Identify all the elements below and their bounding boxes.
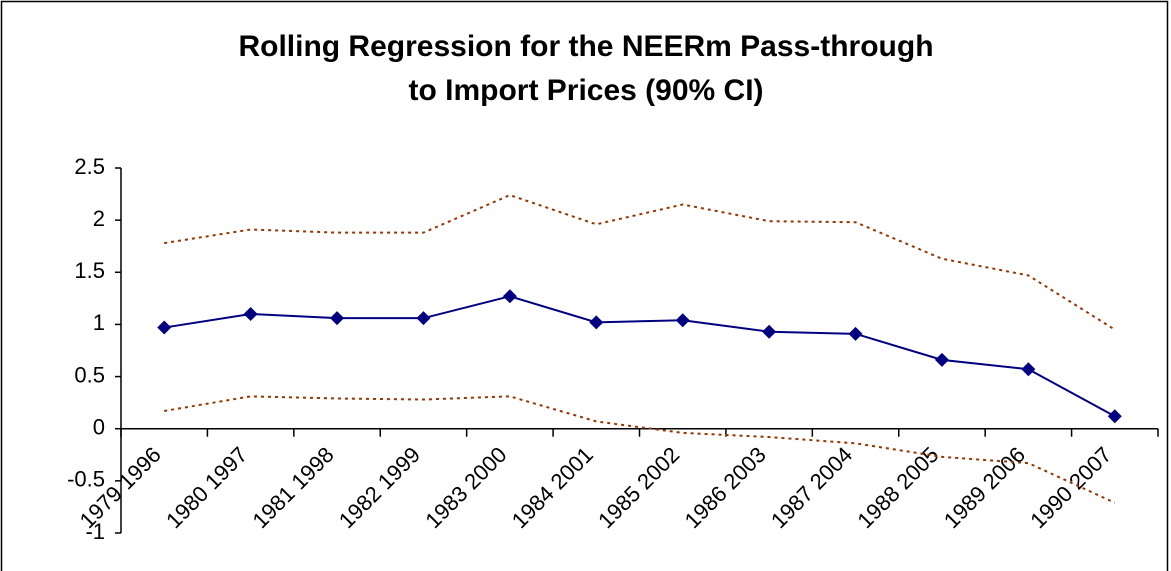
series-line <box>164 295 1116 418</box>
data-point <box>157 320 172 335</box>
y-tick-label: 0 <box>93 415 105 440</box>
data-point <box>675 313 690 328</box>
data-point <box>330 311 345 326</box>
chart-title: to Import Prices (90% CI) <box>408 74 763 107</box>
data-point <box>848 326 863 341</box>
series-line <box>164 194 1116 331</box>
y-tick-label: 0.5 <box>74 362 105 387</box>
y-tick-label: 1 <box>93 310 105 335</box>
data-point <box>502 289 517 304</box>
data-point <box>1021 362 1036 377</box>
y-tick-label: -1 <box>85 519 105 544</box>
y-tick-label: 1.5 <box>74 258 105 283</box>
data-point <box>243 307 258 321</box>
data-point <box>1107 409 1122 424</box>
data-point <box>934 352 949 367</box>
data-point <box>416 311 431 326</box>
y-tick-label: -0.5 <box>67 467 105 492</box>
data-point <box>762 324 777 339</box>
y-tick-label: 2 <box>93 206 105 231</box>
y-tick-label: 2.5 <box>74 154 105 179</box>
series-line <box>164 395 1116 504</box>
data-point <box>589 315 604 330</box>
chart-title: Rolling Regression for the NEERm Pass-th… <box>238 30 933 63</box>
